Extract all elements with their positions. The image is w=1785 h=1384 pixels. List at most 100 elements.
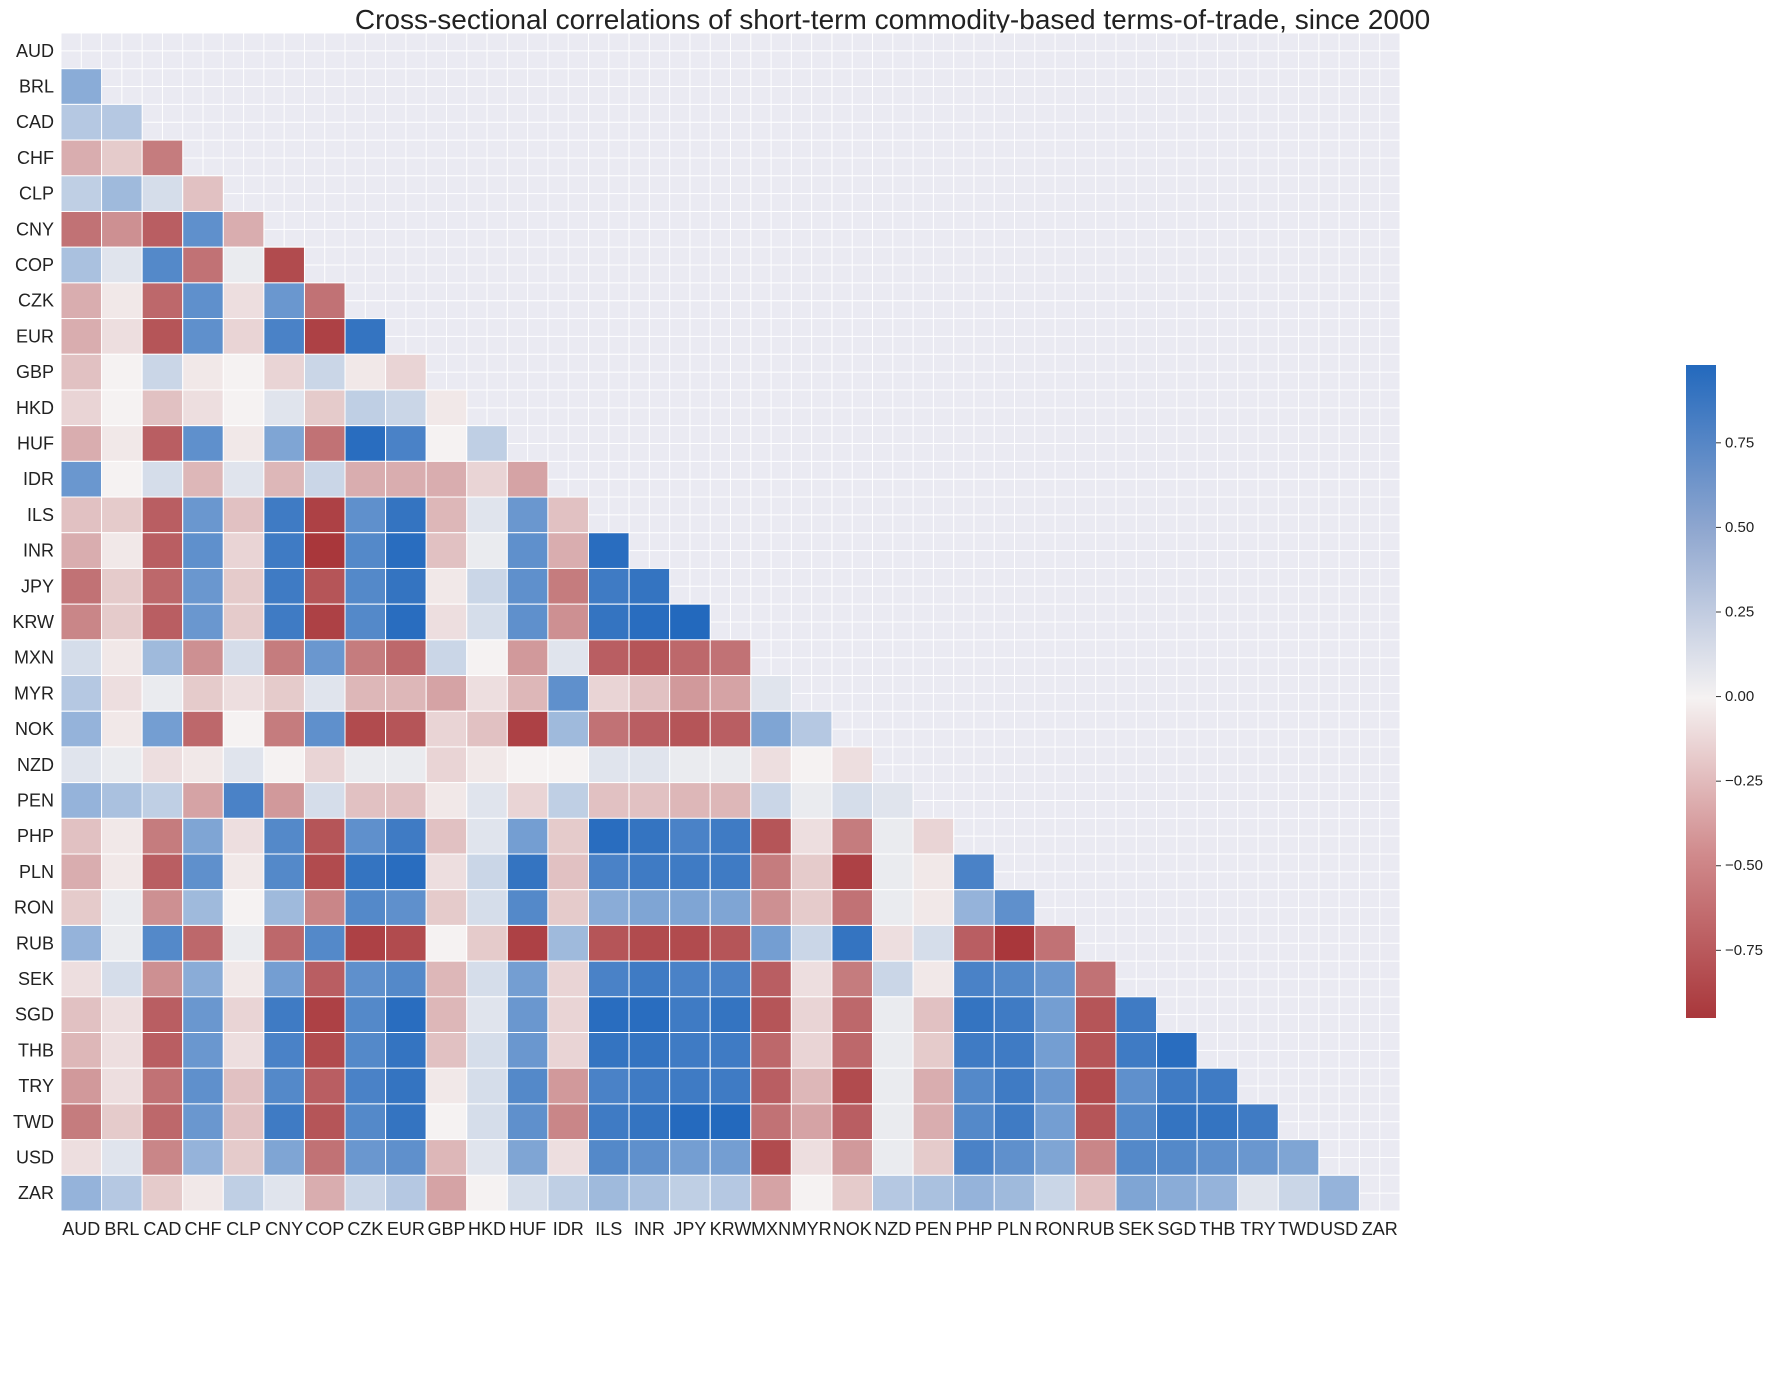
heatmap-cell — [60, 567, 103, 605]
heatmap-cell — [466, 746, 508, 784]
heatmap-cell — [101, 782, 143, 819]
heatmap-cell — [222, 210, 265, 248]
heatmap-cell — [709, 1139, 752, 1176]
heatmap-cell — [547, 532, 589, 569]
x-tick-label: JPY — [673, 1219, 706, 1239]
heatmap-cell — [182, 389, 224, 427]
heatmap-cell — [790, 1067, 833, 1105]
heatmap-cell — [1115, 1139, 1158, 1176]
x-tick-label: EUR — [387, 1219, 425, 1239]
heatmap-cell — [141, 246, 184, 284]
y-tick-label: CNY — [16, 219, 54, 239]
heatmap-cell — [872, 1032, 914, 1069]
heatmap-cell — [669, 889, 711, 926]
heatmap-cell — [222, 960, 265, 998]
y-tick-label: AUD — [16, 41, 54, 61]
heatmap-cell — [466, 924, 508, 962]
heatmap-cell — [385, 675, 427, 712]
heatmap-cell — [831, 1032, 874, 1069]
heatmap-cell — [60, 710, 103, 748]
heatmap-cell — [222, 1139, 265, 1176]
heatmap-cell — [141, 210, 184, 248]
y-tick-label: CZK — [18, 291, 54, 311]
heatmap-cell — [993, 924, 1036, 962]
heatmap-cell — [628, 1139, 671, 1176]
heatmap-cell — [790, 1174, 833, 1212]
heatmap-cell — [466, 1067, 508, 1105]
y-tick-label: GBP — [16, 362, 54, 382]
heatmap-cell — [141, 675, 184, 712]
heatmap-cell — [60, 139, 103, 177]
heatmap-cell — [669, 1067, 711, 1105]
heatmap-cell — [669, 1032, 711, 1069]
heatmap-cell — [182, 318, 224, 355]
heatmap-cell — [953, 1139, 995, 1176]
heatmap-cell — [669, 746, 711, 784]
heatmap-cell — [101, 710, 143, 748]
y-tick-label: RUB — [16, 933, 54, 953]
heatmap-cell — [101, 389, 143, 427]
y-tick-label: SEK — [18, 969, 54, 989]
heatmap-cell — [344, 1139, 387, 1176]
heatmap-cell — [628, 1032, 671, 1069]
heatmap-cell — [831, 1067, 874, 1105]
heatmap-cell — [141, 960, 184, 998]
heatmap-cell — [263, 353, 305, 391]
heatmap-cell — [831, 889, 874, 926]
heatmap-cell — [790, 996, 833, 1034]
heatmap-cell — [141, 1139, 184, 1176]
heatmap-cell — [385, 1139, 427, 1176]
heatmap-cell — [182, 710, 224, 748]
y-tick-label: KRW — [12, 612, 54, 632]
heatmap-cell — [263, 639, 305, 677]
heatmap-cell — [425, 1032, 468, 1069]
heatmap-cell — [1277, 1174, 1320, 1212]
heatmap-cell — [222, 532, 265, 569]
y-tick-label: BRL — [19, 77, 54, 97]
heatmap-cell — [506, 817, 549, 855]
heatmap-cell — [709, 853, 752, 891]
heatmap-cell — [303, 924, 346, 962]
heatmap-cell — [344, 460, 387, 498]
heatmap-cell — [506, 1139, 549, 1176]
heatmap-cell — [263, 746, 305, 784]
heatmap-cell — [466, 567, 508, 605]
heatmap-cell — [101, 532, 143, 569]
y-tick-label: HUF — [17, 434, 54, 454]
heatmap-cell — [466, 532, 508, 569]
heatmap-cell — [547, 496, 589, 534]
heatmap-cell — [385, 603, 427, 641]
heatmap-cell — [506, 603, 549, 641]
heatmap-cell — [385, 960, 427, 998]
heatmap-cell — [628, 639, 671, 677]
heatmap-cell — [303, 639, 346, 677]
heatmap-cell — [182, 1174, 224, 1212]
heatmap-cell — [60, 853, 103, 891]
heatmap-cell — [506, 782, 549, 819]
heatmap-cell — [222, 853, 265, 891]
heatmap-cell — [344, 532, 387, 569]
heatmap-cell — [466, 996, 508, 1034]
x-tick-label: RUB — [1077, 1219, 1115, 1239]
heatmap-cell — [101, 1174, 143, 1212]
heatmap-cell — [709, 1067, 752, 1105]
x-tick-label: THB — [1199, 1219, 1235, 1239]
heatmap-cell — [547, 710, 589, 748]
heatmap-cell — [182, 924, 224, 962]
heatmap-cell — [101, 960, 143, 998]
y-tick-label: TRY — [18, 1076, 54, 1096]
heatmap-cell — [60, 782, 103, 819]
heatmap-cell — [709, 1032, 752, 1069]
heatmap-cell — [750, 960, 792, 998]
heatmap-cell — [953, 1174, 995, 1212]
heatmap-cell — [466, 603, 508, 641]
heatmap-cell — [385, 782, 427, 819]
heatmap-cell — [182, 532, 224, 569]
heatmap-cell — [60, 603, 103, 641]
y-tick-label: PEN — [17, 790, 54, 810]
heatmap-cell — [425, 817, 468, 855]
heatmap-cell — [60, 210, 103, 248]
heatmap-cell — [1115, 996, 1158, 1034]
heatmap-cell — [506, 1032, 549, 1069]
heatmap-cell — [60, 639, 103, 677]
